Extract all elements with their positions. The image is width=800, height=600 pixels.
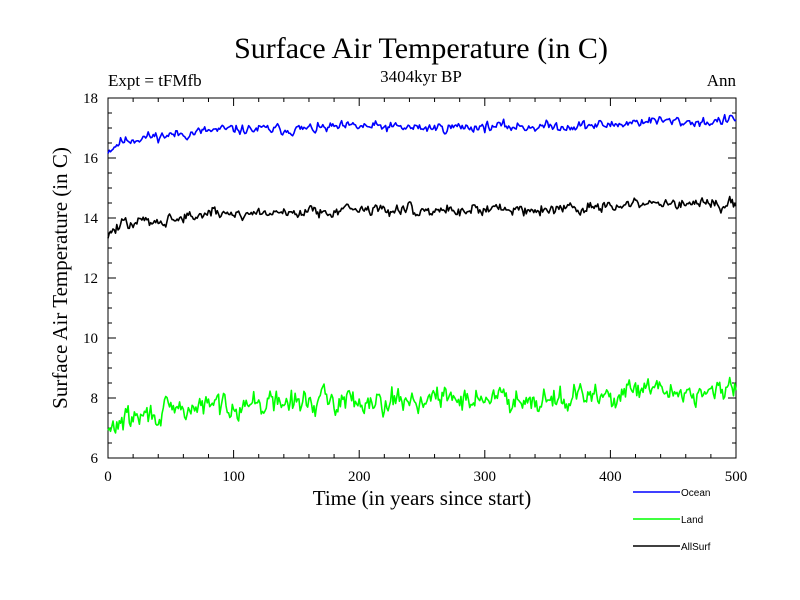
y-tick-label: 6 <box>91 451 99 467</box>
y-tick-label: 14 <box>83 211 99 227</box>
season-label: Ann <box>707 71 737 90</box>
x-tick-label: 400 <box>599 469 622 485</box>
legend-label-ocean: Ocean <box>681 488 710 499</box>
chart-subtitle: 3404kyr BP <box>380 67 462 86</box>
x-tick-label: 0 <box>104 469 112 485</box>
legend: Ocean Land AllSurf <box>633 488 711 553</box>
series-line-ocean <box>107 113 737 154</box>
x-tick-label: 500 <box>725 469 748 485</box>
axis-tick-labels: 0 100 200 300 400 500 6 8 10 12 14 16 18 <box>83 91 747 485</box>
x-tick-label: 200 <box>348 469 371 485</box>
chart-title: Surface Air Temperature (in C) <box>234 32 608 65</box>
series-line-land <box>107 376 737 434</box>
y-tick-label: 16 <box>83 151 99 167</box>
y-tick-label: 12 <box>83 271 98 287</box>
x-tick-label: 100 <box>222 469 245 485</box>
x-tick-label: 300 <box>474 469 497 485</box>
series-lines <box>107 113 737 434</box>
legend-label-allsurf: AllSurf <box>681 542 711 553</box>
experiment-label: Expt = tFMfb <box>108 71 202 90</box>
x-axis-label: Time (in years since start) <box>313 486 532 510</box>
y-tick-label: 10 <box>83 331 98 347</box>
y-tick-label: 18 <box>83 91 98 107</box>
series-line-allsurf <box>107 195 737 239</box>
legend-label-land: Land <box>681 515 703 526</box>
y-axis-label: Surface Air Temperature (in C) <box>48 147 72 409</box>
y-tick-label: 8 <box>91 391 99 407</box>
